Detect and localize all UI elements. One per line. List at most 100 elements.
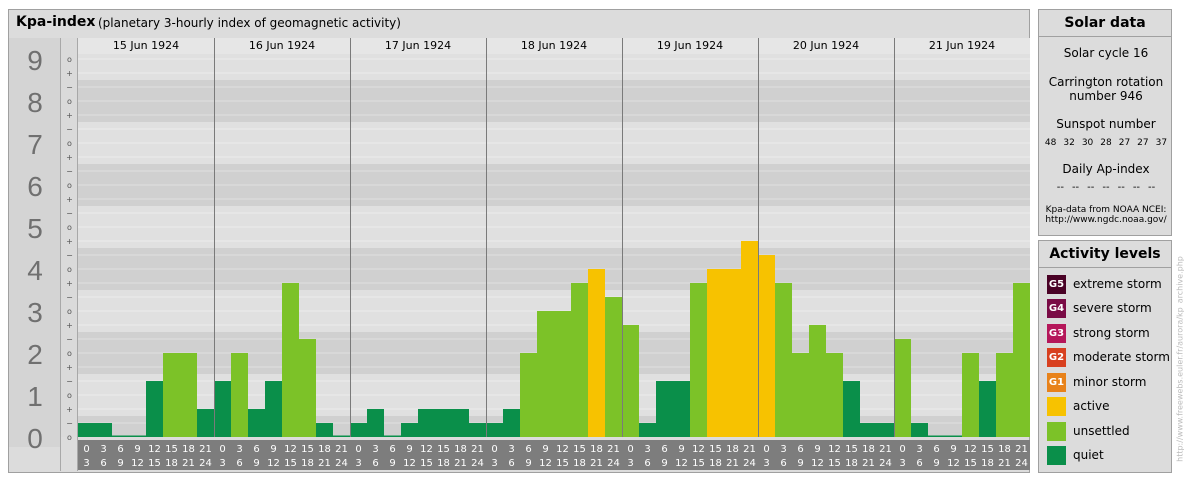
solar-data-title: Solar data [1039,10,1171,37]
time-cell [248,440,265,470]
legend-label: severe storm [1073,301,1152,315]
time-cell [894,440,911,470]
kp-bar [758,255,775,437]
time-end-label: 21 [454,458,467,469]
kp-bar [843,381,860,437]
time-start-label: 3 [508,444,514,455]
carrington-rotation-number: number 946 [1069,89,1143,103]
sunspot-value: 37 [1155,138,1168,148]
sunspot-values: 48 32 30 28 27 27 37 [1039,138,1173,148]
time-end-label: 6 [372,458,378,469]
time-end-label: 9 [661,458,667,469]
time-start-label: 12 [828,444,841,455]
time-end-label: 15 [420,458,433,469]
time-cell [945,440,962,470]
solar-data-panel: Solar data Solar cycle 16 Carrington rot… [1038,9,1172,236]
time-end-label: 6 [916,458,922,469]
time-start-label: 3 [644,444,650,455]
time-end-label: 24 [471,458,484,469]
time-end-label: 12 [675,458,688,469]
time-cell [571,440,588,470]
time-end-label: 3 [899,458,905,469]
kp-bar [265,381,282,437]
ap-index-values: -- -- -- -- -- -- -- [1039,182,1173,193]
kp-bar [826,353,843,437]
time-end-label: 6 [236,458,242,469]
time-end-label: 3 [763,458,769,469]
time-start-label: 15 [165,444,178,455]
y-axis-band [9,38,60,447]
y-tick-label: 8 [27,87,43,118]
kp-bar [724,269,741,437]
time-start-label: 21 [199,444,212,455]
time-end-label: 21 [998,458,1011,469]
time-cell [843,440,860,470]
time-end-label: 12 [947,458,960,469]
time-start-label: 15 [573,444,586,455]
time-end-label: 12 [539,458,552,469]
time-end-label: 15 [692,458,705,469]
y-tick-label: 1 [27,381,43,412]
kp-bar [792,353,809,437]
kp-bar [639,423,656,437]
time-start-label: 18 [182,444,195,455]
y-minor-tick: − [66,125,73,134]
kp-bar [486,423,503,437]
time-cell [78,440,95,470]
time-end-label: 3 [491,458,497,469]
data-credit-link[interactable]: http://www.ngdc.noaa.gov/ [1045,215,1167,225]
time-start-label: 6 [253,444,259,455]
time-cell [690,440,707,470]
time-end-label: 6 [100,458,106,469]
y-minor-tick: + [66,153,73,162]
sunspot-value: 32 [1063,138,1075,148]
time-start-label: 21 [607,444,620,455]
watermark-text: http://www.freewebs.euler.fr/aurora/kp_a… [1175,256,1184,462]
y-minor-tick: + [66,279,73,288]
time-cell [265,440,282,470]
legend-label: strong storm [1073,326,1150,340]
time-end-label: 18 [981,458,994,469]
time-end-label: 18 [573,458,586,469]
kp-bar [605,297,622,437]
time-start-label: 18 [318,444,331,455]
time-start-label: 21 [743,444,756,455]
time-cell [180,440,197,470]
kp-bar [503,408,520,437]
time-cell [486,440,503,470]
ap-index-label: Daily Ap-index [1062,162,1150,176]
kp-bar [996,353,1013,437]
kp-bar [571,282,588,437]
y-tick-label: 5 [27,213,43,244]
time-end-label: 24 [743,458,756,469]
kp-bar [690,282,707,437]
kp-bar [78,423,95,437]
sunspot-value: 27 [1137,138,1149,148]
time-cell [214,440,231,470]
kp-bar [197,408,214,437]
kp-bar [333,435,350,437]
y-minor-tick: + [66,321,73,330]
time-start-label: 3 [236,444,242,455]
time-cell [724,440,741,470]
time-end-label: 6 [780,458,786,469]
ap-index-value: -- [1071,182,1080,193]
time-start-label: 18 [998,444,1011,455]
time-end-label: 18 [709,458,722,469]
time-start-label: 15 [709,444,722,455]
kp-bar [146,381,163,437]
time-end-label: 15 [148,458,161,469]
y-minor-tick: o [67,391,72,400]
time-start-label: 12 [692,444,705,455]
time-end-label: 18 [165,458,178,469]
time-start-label: 18 [726,444,739,455]
time-end-label: 9 [933,458,939,469]
time-start-label: 15 [981,444,994,455]
time-end-label: 9 [389,458,395,469]
y-minor-tick: − [66,419,73,428]
time-start-label: 12 [148,444,161,455]
time-end-label: 9 [797,458,803,469]
time-cell [452,440,469,470]
time-start-label: 9 [270,444,276,455]
time-cell [1013,440,1030,470]
